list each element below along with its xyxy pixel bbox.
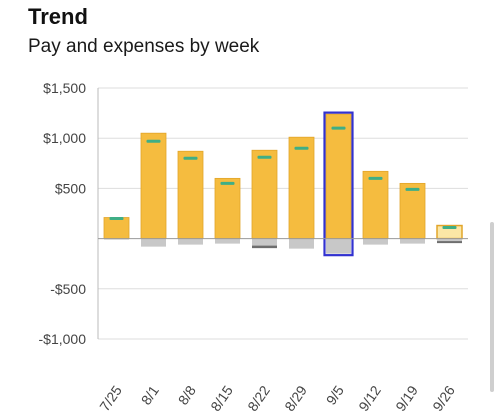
net-marker [183, 156, 198, 160]
pay-bar[interactable] [140, 132, 167, 239]
pay-bar[interactable] [362, 170, 389, 239]
net-marker [331, 126, 346, 130]
expense-bar[interactable] [215, 238, 240, 244]
y-tick-label: $500 [55, 180, 86, 196]
x-tick-label: 7/25 [96, 382, 125, 411]
pay-bar[interactable] [399, 182, 426, 240]
y-tick-label: $1,000 [43, 130, 86, 146]
expense-bar[interactable] [104, 238, 129, 240]
expense-bar[interactable] [363, 238, 388, 245]
pay-bar[interactable] [103, 217, 130, 240]
x-tick-label: 8/22 [244, 382, 273, 411]
expense-bar[interactable] [326, 238, 351, 254]
pay-bar[interactable] [325, 113, 352, 239]
net-marker [368, 176, 383, 180]
pay-bar[interactable] [214, 177, 241, 240]
net-marker [442, 226, 457, 230]
y-tick-label: $1,500 [43, 80, 86, 96]
net-marker [220, 181, 235, 185]
net-marker [109, 217, 124, 221]
page-title: Trend [28, 4, 88, 29]
pay-bar[interactable] [251, 149, 278, 239]
expense-bar-edge [252, 245, 277, 249]
x-tick-label: 8/29 [281, 382, 310, 411]
x-tick-label: 8/1 [138, 382, 162, 407]
expense-bar[interactable] [252, 238, 277, 248]
expense-bar-edge [437, 241, 462, 244]
x-tick-label: 9/26 [429, 382, 458, 411]
pay-bar[interactable] [288, 136, 315, 239]
y-tick-label: -$1,000 [39, 331, 87, 347]
expense-bar[interactable] [178, 238, 203, 245]
expense-bar[interactable] [400, 238, 425, 244]
net-marker [405, 187, 420, 191]
expense-bar[interactable] [289, 238, 314, 249]
selected-week-highlight[interactable] [323, 111, 354, 257]
scrollbar[interactable] [490, 222, 494, 392]
x-tick-label: 8/8 [175, 382, 199, 407]
page-subtitle: Pay and expenses by week [28, 36, 260, 57]
net-marker [146, 139, 161, 143]
y-tick-label: -$500 [50, 281, 86, 297]
net-marker [257, 155, 272, 159]
expense-bar[interactable] [437, 238, 462, 243]
x-tick-label: 9/12 [355, 382, 384, 411]
x-tick-label: 9/19 [392, 382, 421, 411]
x-tick-label: 9/5 [323, 382, 347, 407]
pay-bar[interactable] [177, 150, 204, 239]
expense-bar[interactable] [141, 238, 166, 247]
net-marker [294, 146, 309, 150]
x-tick-label: 8/15 [207, 382, 236, 411]
